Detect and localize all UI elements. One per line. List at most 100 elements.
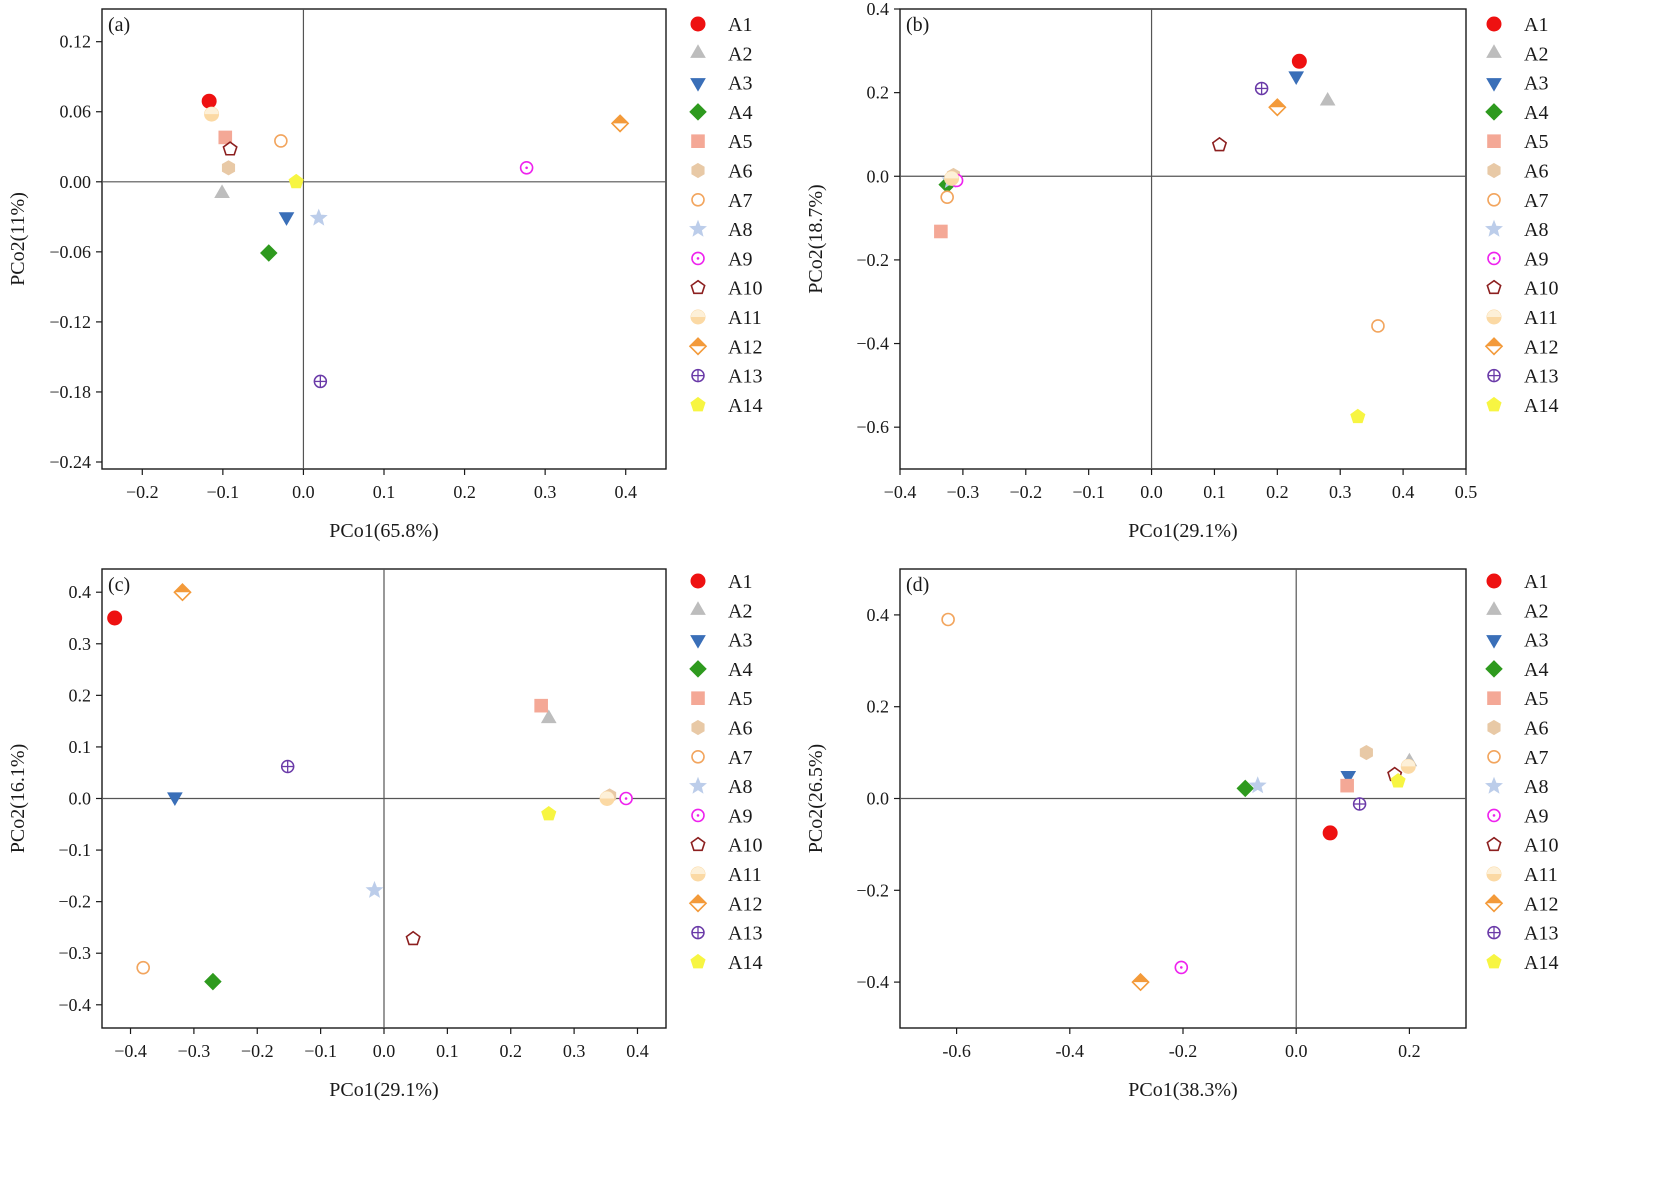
legend-marker — [1486, 309, 1502, 325]
x-tick-label: −0.4 — [884, 482, 917, 502]
legend-label: A3 — [1524, 73, 1548, 95]
y-tick-label: 0.3 — [69, 634, 92, 654]
legend-label: A2 — [728, 600, 752, 622]
legend-label: A5 — [728, 688, 752, 710]
legend-marker — [689, 660, 707, 678]
y-tick-label: −0.1 — [58, 840, 91, 860]
data-points — [201, 93, 630, 389]
legend-item-a2: A2 — [690, 43, 752, 65]
panel-label: (c) — [108, 574, 130, 596]
legend-item-a14: A14 — [1486, 395, 1558, 417]
y-tick-label: 0.4 — [69, 582, 92, 602]
x-tick-label: −0.4 — [114, 1041, 147, 1061]
point-a2 — [214, 184, 230, 198]
point-a10 — [222, 141, 238, 156]
legend-item-a6: A6 — [691, 161, 752, 183]
x-tick-label: 0.4 — [614, 482, 637, 502]
legend-marker — [1484, 337, 1504, 356]
legend-label: A13 — [728, 923, 762, 945]
legend-item-a8: A8 — [1485, 219, 1548, 241]
point-a11 — [599, 791, 615, 806]
x-tick-label: −0.1 — [304, 1041, 337, 1061]
data-points — [941, 612, 1418, 992]
legend-marker — [1487, 749, 1501, 764]
x-tick-label: 0.4 — [626, 1041, 649, 1061]
legend-marker — [1486, 953, 1502, 969]
x-tick-label: 0.0 — [1140, 482, 1163, 502]
legend-label: A1 — [1524, 14, 1548, 36]
legend-label: A14 — [728, 952, 762, 974]
legend-item-a11: A11 — [690, 307, 762, 329]
legend-label: A4 — [728, 102, 752, 124]
point-a4 — [204, 972, 222, 991]
point-a1 — [1291, 53, 1307, 69]
legend-marker — [1486, 601, 1502, 615]
point-a14 — [1350, 408, 1366, 424]
legend-marker — [688, 337, 708, 356]
x-tick-label: 0.2 — [1266, 482, 1289, 502]
x-tick-label: 0.2 — [1398, 1041, 1421, 1061]
legend-item-a8: A8 — [689, 219, 752, 241]
legend-marker — [690, 866, 706, 882]
legend-item-a5: A5 — [1487, 688, 1548, 710]
point-a14 — [1390, 773, 1406, 788]
legend-marker — [1487, 808, 1501, 823]
legend-item-a7: A7 — [691, 747, 752, 769]
y-axis-label: PCo2(26.5%) — [805, 744, 827, 853]
legend-item-a6: A6 — [1487, 161, 1548, 183]
y-tick-label: 0.0 — [867, 789, 890, 809]
point-a7 — [136, 960, 150, 975]
point-a1 — [107, 610, 123, 626]
legend-label: A3 — [1524, 630, 1548, 652]
legend-item-a6: A6 — [1487, 718, 1548, 740]
legend-marker — [690, 309, 706, 325]
x-tick-label: 0.1 — [1203, 482, 1226, 502]
legend-label: A7 — [1524, 190, 1548, 212]
legend-label: A8 — [1524, 219, 1548, 241]
legend-item-a1: A1 — [1486, 571, 1548, 593]
legend-marker — [1487, 251, 1501, 266]
legend-marker — [1487, 193, 1501, 207]
legend-item-a6: A6 — [691, 718, 752, 740]
legend-label: A8 — [728, 776, 752, 798]
point-a12 — [1268, 98, 1287, 117]
legend-item-a5: A5 — [1487, 131, 1548, 153]
legend-item-a12: A12 — [1484, 336, 1558, 358]
legend-label: A7 — [1524, 747, 1548, 769]
point-a11 — [1400, 758, 1416, 774]
point-a7 — [274, 134, 288, 148]
panel-label: (b) — [906, 14, 929, 36]
x-tick-label: 0.2 — [453, 482, 476, 502]
legend-label: A6 — [728, 718, 752, 740]
legend-marker — [1487, 368, 1501, 383]
point-a1 — [1322, 825, 1338, 841]
legend-item-a7: A7 — [1487, 747, 1548, 769]
y-tick-label: −0.2 — [856, 880, 889, 900]
x-tick-label: −0.2 — [126, 482, 159, 502]
y-tick-label: 0.2 — [69, 685, 92, 705]
legend-marker — [691, 162, 705, 179]
legend-label: A10 — [728, 835, 762, 857]
legend-label: A8 — [1524, 776, 1548, 798]
legend-marker — [690, 635, 706, 649]
legend-marker — [1486, 396, 1502, 412]
legend-marker — [1485, 103, 1503, 121]
panel-a: −0.2 −0.1 0.0 0.1 0.2 0.3 0.4 0.12 0.06 0.00 −0.06… — [7, 8, 762, 542]
legend-marker — [1486, 866, 1502, 882]
y-tick-label: 0.2 — [867, 83, 890, 103]
y-tick-label: −0.2 — [856, 250, 889, 270]
legend-label: A1 — [1524, 571, 1548, 593]
legend-item-a13: A13 — [1487, 366, 1558, 388]
y-tick-label: −0.24 — [49, 452, 91, 472]
legend-label: A11 — [1524, 307, 1558, 329]
y-axis-label: PCo2(11%) — [7, 192, 29, 286]
y-tick-label: −0.12 — [49, 312, 91, 332]
legend-marker — [689, 219, 707, 237]
y-tick-label: −0.4 — [58, 995, 91, 1015]
legend-marker — [1487, 691, 1501, 706]
legend-item-a1: A1 — [1486, 14, 1548, 36]
x-tick-label: -0.4 — [1056, 1041, 1085, 1061]
x-tick-label: 0.3 — [1329, 482, 1352, 502]
point-a11 — [204, 106, 220, 122]
legend-marker — [690, 396, 706, 412]
